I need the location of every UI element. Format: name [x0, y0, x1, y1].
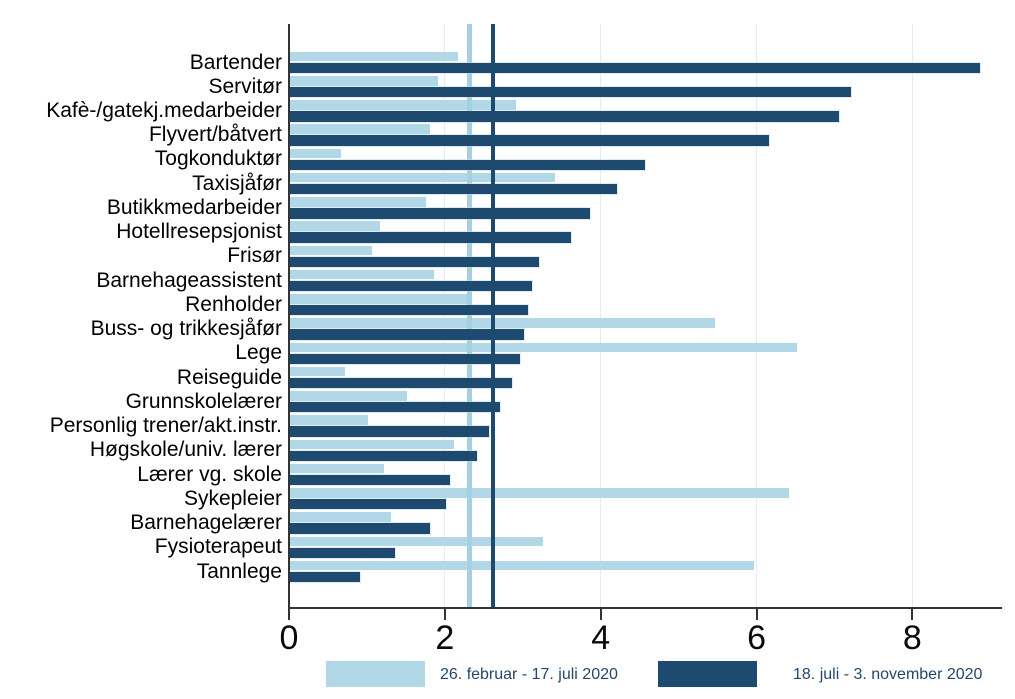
bar-period2-11	[290, 305, 528, 316]
category-label-10: Barnehageassistent	[96, 268, 282, 292]
bar-period1-20	[290, 512, 392, 522]
bar-period1-16	[290, 415, 368, 425]
category-label-5: Togkonduktør	[154, 147, 282, 171]
bar-period2-19	[290, 499, 446, 510]
category-label-8: Hotellresepsjonist	[116, 220, 282, 244]
x-tick-label-2: 2	[435, 619, 455, 657]
category-label-12: Buss- og trikkesjåfør	[90, 317, 282, 341]
legend-label-period2: 18. juli - 3. november 2020	[793, 666, 983, 683]
bar-period1-14	[290, 366, 345, 377]
category-label-9: Frisør	[227, 244, 282, 268]
category-label-13: Lege	[235, 341, 282, 365]
category-label-7: Butikkmedarbeider	[106, 195, 282, 219]
bar-period1-11	[290, 294, 470, 304]
bar-period1-17	[290, 439, 454, 450]
category-label-16: Personlig trener/akt.instr.	[49, 414, 282, 438]
bar-period2-12	[290, 329, 524, 340]
bar-period1-7	[290, 197, 427, 207]
bar-period2-22	[290, 571, 361, 583]
bar-period1-21	[290, 536, 544, 547]
x-tick-label-4: 4	[591, 619, 611, 657]
bar-period2-8	[290, 232, 571, 243]
bar-period2-7	[290, 208, 590, 219]
gridline-x6	[756, 24, 758, 607]
bar-period2-2	[290, 86, 852, 98]
bar-period2-5	[290, 159, 645, 171]
bar-period1-15	[290, 391, 407, 401]
category-label-1: Bartender	[189, 50, 282, 74]
category-label-14: Reiseguide	[176, 365, 282, 389]
category-label-18: Lærer vg. skole	[137, 462, 282, 486]
x-axis-line	[288, 607, 1002, 609]
bar-period1-5	[290, 148, 341, 159]
x-tick-8	[911, 609, 914, 620]
bar-period2-16	[290, 426, 489, 437]
bar-period2-17	[290, 450, 478, 461]
bar-period1-8	[290, 221, 380, 231]
legend-swatch-period2	[658, 661, 757, 687]
refline-dark	[490, 24, 496, 607]
category-label-15: Grunnskolelærer	[125, 389, 282, 413]
y-axis-line	[288, 24, 290, 609]
gridline-x2	[444, 24, 446, 607]
bar-period2-20	[290, 523, 431, 534]
bar-period2-21	[290, 547, 396, 558]
bar-period1-1	[290, 51, 458, 62]
bar-period2-18	[290, 474, 450, 486]
bar-period1-2	[290, 75, 439, 86]
bar-period1-3	[290, 100, 516, 110]
bar-period2-13	[290, 353, 520, 364]
bar-period1-22	[290, 560, 754, 571]
x-tick-6	[755, 609, 758, 620]
x-tick-label-0: 0	[279, 619, 299, 657]
gridline-x4	[600, 24, 602, 607]
x-tick-label-8: 8	[902, 619, 922, 657]
category-label-4: Flyvert/båtvert	[148, 123, 282, 147]
refline-light	[467, 24, 472, 607]
bar-period2-9	[290, 256, 540, 267]
category-label-3: Kafè-/gatekj.medarbeider	[46, 98, 282, 122]
bar-period2-3	[290, 111, 840, 122]
category-label-2: Servitør	[208, 74, 283, 98]
bar-period1-9	[290, 245, 372, 256]
x-tick-4	[599, 609, 602, 620]
bar-period1-18	[290, 463, 384, 474]
x-tick-0	[288, 609, 290, 620]
legend-label-period1: 26. februar - 17. juli 2020	[440, 666, 618, 683]
legend-swatch-period1	[326, 661, 425, 687]
bar-period1-10	[290, 269, 435, 280]
bar-period1-19	[290, 488, 789, 498]
bar-period2-4	[290, 135, 770, 146]
category-label-6: Taxisjåfør	[192, 171, 282, 195]
x-tick-2	[443, 609, 446, 620]
bar-period1-4	[290, 124, 431, 134]
category-label-11: Renholder	[185, 292, 282, 316]
bar-period2-1	[290, 62, 980, 74]
bar-period2-6	[290, 183, 618, 195]
bar-period2-10	[290, 280, 532, 292]
bar-period2-15	[290, 402, 501, 413]
category-label-19: Sykepleier	[183, 486, 282, 510]
bar-period2-14	[290, 377, 513, 389]
category-label-21: Fysioterapeut	[154, 535, 282, 559]
x-tick-label-6: 6	[747, 619, 766, 657]
bar-period1-13	[290, 342, 797, 353]
bar-period1-6	[290, 172, 555, 183]
category-label-22: Tannlege	[196, 559, 282, 583]
category-label-20: Barnehagelærer	[130, 511, 282, 535]
bar-period1-12	[290, 318, 715, 328]
gridline-x8	[911, 24, 913, 607]
category-label-17: Høgskole/univ. lærer	[89, 438, 282, 462]
